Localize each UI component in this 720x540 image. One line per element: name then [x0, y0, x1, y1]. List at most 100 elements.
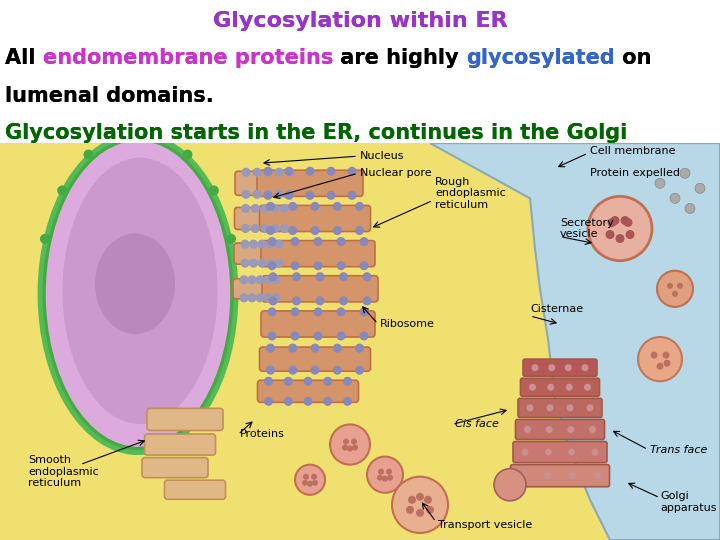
Text: lumenal domains.: lumenal domains. [5, 86, 214, 106]
FancyBboxPatch shape [164, 480, 225, 500]
Circle shape [241, 224, 250, 233]
Circle shape [611, 216, 619, 225]
FancyBboxPatch shape [257, 170, 363, 197]
Circle shape [387, 475, 393, 481]
Circle shape [680, 168, 690, 178]
FancyBboxPatch shape [142, 457, 208, 478]
Circle shape [524, 426, 531, 433]
Circle shape [343, 438, 349, 444]
Circle shape [288, 366, 297, 375]
Circle shape [226, 234, 236, 244]
Circle shape [377, 475, 383, 481]
Circle shape [416, 509, 424, 517]
Circle shape [288, 202, 297, 211]
Circle shape [268, 261, 276, 270]
FancyBboxPatch shape [145, 434, 215, 455]
Circle shape [274, 240, 284, 248]
Circle shape [266, 240, 275, 248]
Text: Smooth
endoplasmic
reticulum: Smooth endoplasmic reticulum [28, 455, 99, 488]
Circle shape [315, 296, 325, 306]
Circle shape [271, 293, 281, 302]
FancyBboxPatch shape [262, 276, 378, 302]
Circle shape [362, 272, 372, 281]
Circle shape [545, 449, 552, 456]
Circle shape [290, 332, 300, 341]
Circle shape [547, 384, 554, 391]
FancyBboxPatch shape [233, 279, 287, 299]
Circle shape [531, 364, 539, 371]
Circle shape [608, 218, 616, 227]
FancyBboxPatch shape [235, 207, 295, 230]
Circle shape [258, 259, 266, 268]
Circle shape [584, 384, 591, 391]
Text: Glycosylation starts in the ER, continues in the Golgi: Glycosylation starts in the ER, continue… [5, 123, 627, 143]
Circle shape [256, 293, 264, 302]
Circle shape [290, 261, 300, 270]
Circle shape [662, 352, 670, 359]
Circle shape [284, 167, 294, 176]
Circle shape [248, 293, 256, 302]
Circle shape [258, 240, 266, 248]
Circle shape [624, 218, 632, 227]
Circle shape [657, 363, 664, 370]
Circle shape [626, 230, 634, 239]
Circle shape [339, 296, 348, 306]
Circle shape [343, 377, 352, 386]
Circle shape [616, 234, 624, 243]
Circle shape [310, 343, 320, 353]
Circle shape [280, 204, 289, 213]
Text: glycosylated: glycosylated [466, 48, 615, 68]
Circle shape [568, 449, 575, 456]
Circle shape [241, 168, 251, 177]
Text: Glycosylation within ER: Glycosylation within ER [212, 11, 508, 31]
Circle shape [685, 204, 695, 213]
Text: Rough
endoplasmic
reticulum: Rough endoplasmic reticulum [435, 177, 505, 210]
Circle shape [359, 332, 369, 341]
Circle shape [290, 237, 300, 246]
Text: glycosylated: glycosylated [466, 48, 615, 68]
Text: lumenal domains.: lumenal domains. [5, 86, 214, 106]
Circle shape [284, 377, 293, 386]
Circle shape [261, 204, 269, 213]
Circle shape [382, 476, 388, 482]
Circle shape [343, 397, 352, 406]
Circle shape [266, 226, 275, 235]
Circle shape [529, 384, 536, 391]
Circle shape [416, 493, 424, 501]
Circle shape [253, 190, 261, 199]
Circle shape [290, 307, 300, 316]
Circle shape [650, 352, 657, 359]
Circle shape [567, 426, 575, 433]
Text: Proteins: Proteins [240, 429, 285, 440]
Circle shape [266, 366, 275, 375]
Circle shape [264, 190, 272, 199]
Circle shape [274, 259, 284, 268]
Text: Ribosome: Ribosome [380, 319, 435, 329]
Text: Cisternae: Cisternae [530, 304, 583, 314]
Circle shape [326, 167, 336, 176]
Circle shape [57, 185, 67, 195]
Circle shape [264, 377, 273, 386]
Circle shape [566, 384, 572, 391]
Text: on: on [615, 48, 651, 68]
Circle shape [240, 240, 250, 248]
Circle shape [587, 404, 593, 411]
Text: on: on [615, 48, 651, 68]
Circle shape [333, 343, 342, 353]
Circle shape [266, 202, 275, 211]
Circle shape [264, 168, 272, 177]
Circle shape [336, 237, 346, 246]
Circle shape [284, 397, 293, 406]
Text: Glycosylation starts in the ER, continues in the Golgi: Glycosylation starts in the ER, continue… [5, 123, 627, 143]
Circle shape [355, 202, 364, 211]
Circle shape [304, 397, 312, 406]
FancyBboxPatch shape [510, 464, 610, 487]
Circle shape [240, 259, 250, 268]
Polygon shape [430, 143, 720, 540]
Circle shape [333, 366, 342, 375]
Circle shape [284, 191, 294, 200]
Circle shape [355, 366, 364, 375]
Circle shape [249, 240, 258, 248]
Circle shape [280, 224, 289, 233]
Circle shape [256, 275, 264, 284]
